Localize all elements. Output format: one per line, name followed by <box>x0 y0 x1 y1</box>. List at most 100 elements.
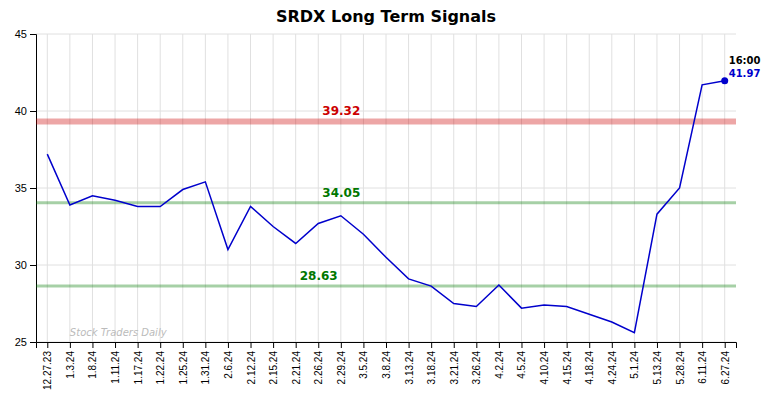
x-tick-label: 1.31.24 <box>200 351 211 385</box>
x-tick: 3.8.24 <box>381 342 392 379</box>
x-tick-label: 1.8.24 <box>87 351 98 379</box>
x-tick: 2.21.24 <box>291 342 302 384</box>
x-tick-label: 4.10.24 <box>539 351 550 385</box>
x-tick-mark <box>138 342 139 348</box>
grid-line-y <box>36 265 736 266</box>
x-tick: 1.25.24 <box>178 342 189 384</box>
y-axis: 25 30 35 40 45 <box>15 28 37 348</box>
y-tick: 30 <box>15 259 36 271</box>
x-tick-mark <box>409 342 410 348</box>
y-tick: 45 <box>15 28 36 40</box>
y-tick-label: 40 <box>15 105 27 117</box>
x-tick-label: 1.11.24 <box>110 351 121 384</box>
x-tick-mark <box>318 342 319 348</box>
x-tick-label: 4.15.24 <box>562 351 573 385</box>
x-tick-mark <box>521 342 522 348</box>
x-tick-label: 4.2.24 <box>494 351 505 379</box>
texts: 39.3234.0528.6341.9716:00Stock Traders D… <box>70 55 761 338</box>
x-tick: 4.24.24 <box>607 342 618 384</box>
y-tick: 35 <box>15 182 36 194</box>
x-tick-label: 5.28.24 <box>675 351 686 385</box>
reference-label: 39.32 <box>322 104 360 118</box>
x-tick-label: 6.27.24 <box>720 351 731 385</box>
x-tick-mark <box>476 342 477 348</box>
x-tick-label: 4.24.24 <box>607 351 618 385</box>
x-tick: 1.3.24 <box>65 342 76 379</box>
y-tick-mark <box>30 342 36 343</box>
x-tick-label: 3.21.24 <box>449 351 460 385</box>
x-tick-mark <box>680 342 681 348</box>
x-tick: 6.27.24 <box>720 342 731 384</box>
y-tick: 40 <box>15 105 36 117</box>
x-tick-label: 1.3.24 <box>65 351 76 379</box>
x-tick-mark <box>70 342 71 348</box>
chart: SRDX Long Term Signals 12.27.23 1.3.24 1.8.… <box>0 0 784 398</box>
x-tick: 4.15.24 <box>562 342 573 384</box>
line <box>47 81 724 333</box>
x-tick-label: 3.18.24 <box>426 351 437 385</box>
y-tick: 25 <box>15 336 36 348</box>
x-tick: 3.5.24 <box>358 342 369 379</box>
reference-label: 28.63 <box>300 269 338 283</box>
last-point <box>721 77 728 84</box>
x-tick: 12.27.23 <box>42 342 53 390</box>
reference-line <box>36 285 736 288</box>
x-tick: 2.26.24 <box>313 342 324 384</box>
x-tick-mark <box>115 342 116 348</box>
x-tick: 5.13.24 <box>652 342 663 384</box>
watermark: Stock Traders Daily <box>70 327 168 338</box>
x-tick: 5.28.24 <box>675 342 686 384</box>
x-tick-label: 12.27.23 <box>42 351 53 390</box>
x-tick: 6.11.24 <box>697 342 708 384</box>
grid <box>36 34 736 342</box>
x-tick-label: 4.18.24 <box>584 351 595 385</box>
x-tick-mark <box>499 342 500 348</box>
x-tick-mark <box>634 342 635 348</box>
x-tick-label: 1.25.24 <box>178 351 189 385</box>
x-tick-mark <box>431 342 432 348</box>
grid-line-y <box>36 34 736 35</box>
x-tick-mark <box>47 342 48 348</box>
x-tick: 1.8.24 <box>87 342 98 379</box>
title: SRDX Long Term Signals <box>276 7 496 26</box>
x-tick: 2.29.24 <box>336 342 347 384</box>
y-tick-mark <box>30 34 36 35</box>
x-tick-label: 2.29.24 <box>336 351 347 385</box>
x-tick: 3.18.24 <box>426 342 437 384</box>
x-tick-label: 3.13.24 <box>404 351 415 385</box>
reference-label: 34.05 <box>322 186 360 200</box>
x-tick-label: 2.6.24 <box>223 351 234 379</box>
x-tick-label: 2.12.24 <box>246 351 257 385</box>
x-tick-mark <box>205 342 206 348</box>
value-label: 41.97 <box>729 68 761 79</box>
x-tick: 2.15.24 <box>268 342 279 384</box>
y-axis-line <box>30 35 37 343</box>
x-tick: 1.22.24 <box>155 342 166 384</box>
x-tick-mark <box>454 342 455 348</box>
x-axis-line <box>37 343 737 349</box>
x-tick: 3.26.24 <box>471 342 482 384</box>
x-tick: 3.13.24 <box>404 342 415 384</box>
x-tick-label: 2.15.24 <box>268 351 279 385</box>
x-tick-label: 5.1.24 <box>629 351 640 379</box>
x-tick: 2.12.24 <box>246 342 257 384</box>
x-tick-label: 3.5.24 <box>358 351 369 379</box>
x-tick: 4.5.24 <box>516 342 527 379</box>
x-tick: 4.18.24 <box>584 342 595 384</box>
grid-line-y <box>36 111 736 112</box>
grid-line-y <box>36 188 736 189</box>
x-tick: 4.10.24 <box>539 342 550 384</box>
marks <box>36 77 736 333</box>
x-tick-mark <box>544 342 545 348</box>
x-tick-mark <box>251 342 252 348</box>
y-tick-label: 35 <box>15 182 27 194</box>
y-tick-label: 30 <box>15 259 27 271</box>
x-tick-mark <box>567 342 568 348</box>
x-tick-mark <box>296 342 297 348</box>
x-tick-mark <box>92 342 93 348</box>
x-tick: 4.2.24 <box>494 342 505 379</box>
x-axis: 12.27.23 1.3.24 1.8.24 1.11.24 1.17.24 1.22.2… <box>37 342 737 390</box>
x-tick: 1.17.24 <box>133 342 144 384</box>
x-tick-label: 4.5.24 <box>516 351 527 379</box>
x-tick-mark <box>657 342 658 348</box>
